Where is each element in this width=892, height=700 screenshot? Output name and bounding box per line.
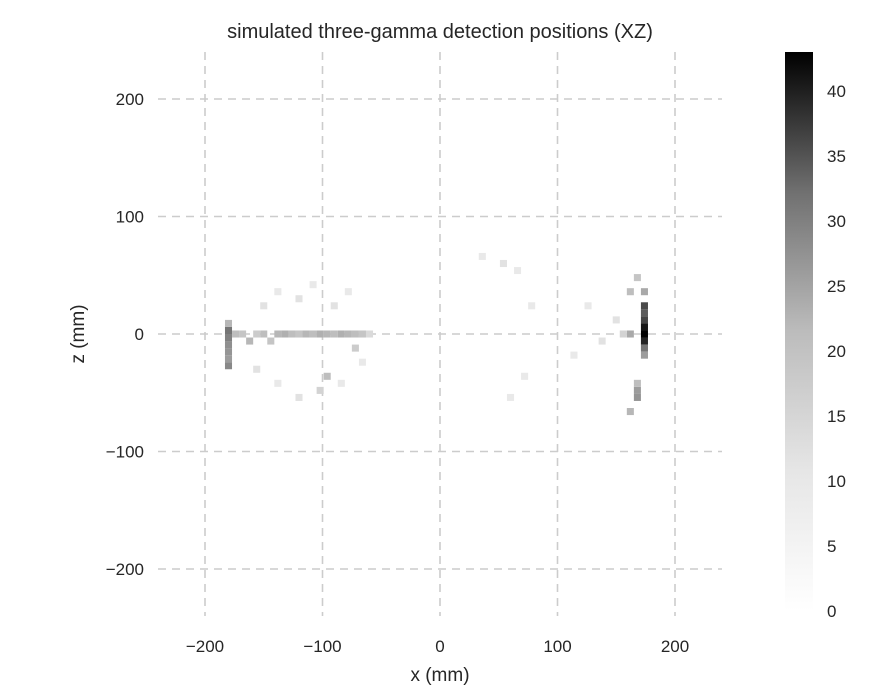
heatmap-bin (337, 330, 345, 338)
x-tick-label: −200 (186, 637, 224, 656)
heatmap-bin (626, 408, 634, 416)
colorbar-tick-label: 20 (827, 342, 846, 361)
heatmap-bin (344, 288, 352, 296)
heatmap-bin (619, 330, 627, 338)
heatmap-bin (633, 274, 641, 282)
heatmap-bin (309, 330, 317, 338)
colorbar-tick-label: 35 (827, 147, 846, 166)
heatmap-bin (351, 344, 359, 352)
heatmap-bin (302, 330, 310, 338)
x-tick-label: −100 (303, 637, 341, 656)
y-tick-label: −100 (106, 443, 144, 462)
heatmap-bin (232, 330, 240, 338)
heatmap-bin (528, 302, 536, 310)
heatmap-bin (478, 252, 486, 260)
y-tick-labels: −200 −100 0 100 200 (106, 90, 144, 579)
heatmap-bin (323, 330, 331, 338)
heatmap-bin (330, 330, 338, 338)
heatmap-bin (570, 351, 578, 359)
x-tick-label: 100 (543, 637, 571, 656)
heatmap-bin (521, 372, 529, 380)
heatmap-bin (633, 393, 641, 401)
heatmap-bin (295, 295, 303, 303)
heatmap-bin (640, 288, 648, 296)
y-tick-label: −200 (106, 560, 144, 579)
heatmap-bin (640, 337, 648, 345)
heatmap-bin (274, 288, 282, 296)
heatmap-bin (295, 393, 303, 401)
colorbar-tick-labels: 0 5 10 15 20 25 30 35 40 (827, 82, 846, 621)
heatmap-bin (281, 330, 289, 338)
colorbar-tick-label: 30 (827, 212, 846, 231)
colorbar-tick-label: 40 (827, 82, 846, 101)
y-axis-label: z (mm) (68, 304, 89, 363)
heatmap-bin (224, 348, 233, 356)
y-tick-label: 200 (116, 90, 144, 109)
y-tick-label: 0 (135, 325, 144, 344)
heatmap-bin (295, 330, 303, 338)
heatmap-bin (633, 379, 641, 387)
colorbar-tick-label: 10 (827, 472, 846, 491)
heatmap-bin (337, 379, 345, 387)
heatmap-bin (316, 386, 324, 394)
colorbar-tick-label: 0 (827, 602, 836, 621)
heatmap-bin (358, 358, 366, 366)
x-axis-label: x (mm) (410, 665, 469, 686)
colorbar-tick-label: 5 (827, 537, 836, 556)
heatmap-bin (224, 341, 233, 349)
heatmap-bin (323, 372, 331, 380)
heatmap-bin (330, 302, 338, 310)
heatmap-bin (224, 334, 233, 342)
heatmap-bin (239, 330, 247, 338)
y-tick-label: 100 (116, 208, 144, 227)
heatmap-bin (626, 288, 634, 296)
heatmap-bin (316, 330, 324, 338)
heatmap-bins (224, 252, 648, 416)
heatmap-bin (640, 344, 648, 352)
heatmap-bin (309, 281, 317, 289)
heatmap-bin (598, 337, 606, 345)
heatmap-bin (612, 316, 620, 324)
grid-lines (158, 52, 722, 616)
heatmap-bin (640, 309, 648, 317)
heatmap-bin (633, 386, 641, 394)
colorbar (785, 52, 813, 611)
heatmap-bin (260, 330, 268, 338)
colorbar-tick-label: 25 (827, 277, 846, 296)
heatmap-bin (260, 302, 268, 310)
heatmap-bin (246, 337, 254, 345)
heatmap-bin (640, 323, 648, 331)
heatmap-bin (358, 330, 366, 338)
heatmap-bin (365, 330, 374, 338)
heatmap-bin (274, 379, 282, 387)
heatmap-bin (640, 316, 648, 324)
heatmap-bin (626, 330, 634, 338)
heatmap-bin (514, 267, 522, 275)
heatmap-bin (274, 330, 282, 338)
heatmap-bin (584, 302, 592, 310)
heatmap-bin (640, 330, 648, 338)
heatmap-bin (640, 351, 648, 359)
chart-title: simulated three-gamma detection position… (227, 21, 653, 43)
heatmap-bin (499, 259, 507, 268)
x-tick-label: 200 (661, 637, 689, 656)
heatmap-bin (224, 326, 233, 334)
heatmap-bin (288, 330, 296, 338)
heatmap-bin (344, 330, 352, 338)
x-tick-label: 0 (435, 637, 444, 656)
heatmap-bin (253, 330, 261, 338)
heatmap-bin (267, 337, 275, 345)
heatmap-bin (224, 319, 233, 327)
heatmap-bin (506, 393, 515, 401)
x-tick-labels: −200 −100 0 100 200 (186, 637, 689, 656)
heatmap-bin (224, 362, 233, 370)
heatmap-bin (351, 330, 359, 338)
colorbar-tick-label: 15 (827, 407, 846, 426)
heatmap-bin (253, 365, 261, 373)
heatmap-bin (224, 355, 233, 363)
heatmap-bin (640, 302, 648, 310)
